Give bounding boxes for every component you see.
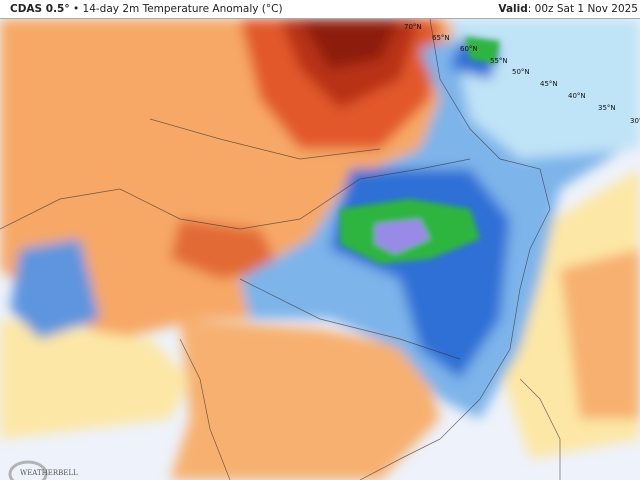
lat-label: 30°: [630, 117, 640, 125]
valid-label: Valid: [498, 3, 528, 15]
svg-text:WEATHERBELL: WEATHERBELL: [20, 469, 78, 477]
lat-label: 70°N: [404, 23, 422, 31]
weatherbell-logo: WEATHERBELL: [6, 456, 96, 480]
separator: •: [72, 3, 80, 15]
temperature-anomaly-map: 70°N 65°N 60°N 55°N 50°N 45°N 40°N 35°N …: [0, 19, 640, 480]
cold-core-purple: [375, 219, 430, 254]
valid-time-value: : 00z Sat 1 Nov 2025: [527, 3, 638, 15]
map-title: CDAS 0.5° • 14-day 2m Temperature Anomal…: [10, 3, 283, 15]
lat-label: 35°N: [598, 104, 616, 112]
borders-layer: [0, 19, 561, 480]
map-header: CDAS 0.5° • 14-day 2m Temperature Anomal…: [0, 0, 640, 19]
model-name: CDAS 0.5°: [10, 3, 70, 15]
lat-label: 60°N: [460, 45, 478, 53]
lat-label: 55°N: [490, 57, 508, 65]
latitude-labels: 70°N 65°N 60°N 55°N 50°N 45°N 40°N 35°N …: [404, 23, 640, 125]
cold-patch-green: [465, 37, 500, 64]
anomaly-field: [0, 19, 640, 480]
lat-label: 45°N: [540, 80, 558, 88]
product-name: 14-day 2m Temperature Anomaly (°C): [82, 3, 283, 15]
lat-label: 40°N: [568, 92, 586, 100]
lat-label: 65°N: [432, 34, 450, 42]
valid-time: Valid: 00z Sat 1 Nov 2025: [498, 3, 638, 15]
lat-label: 50°N: [512, 68, 530, 76]
